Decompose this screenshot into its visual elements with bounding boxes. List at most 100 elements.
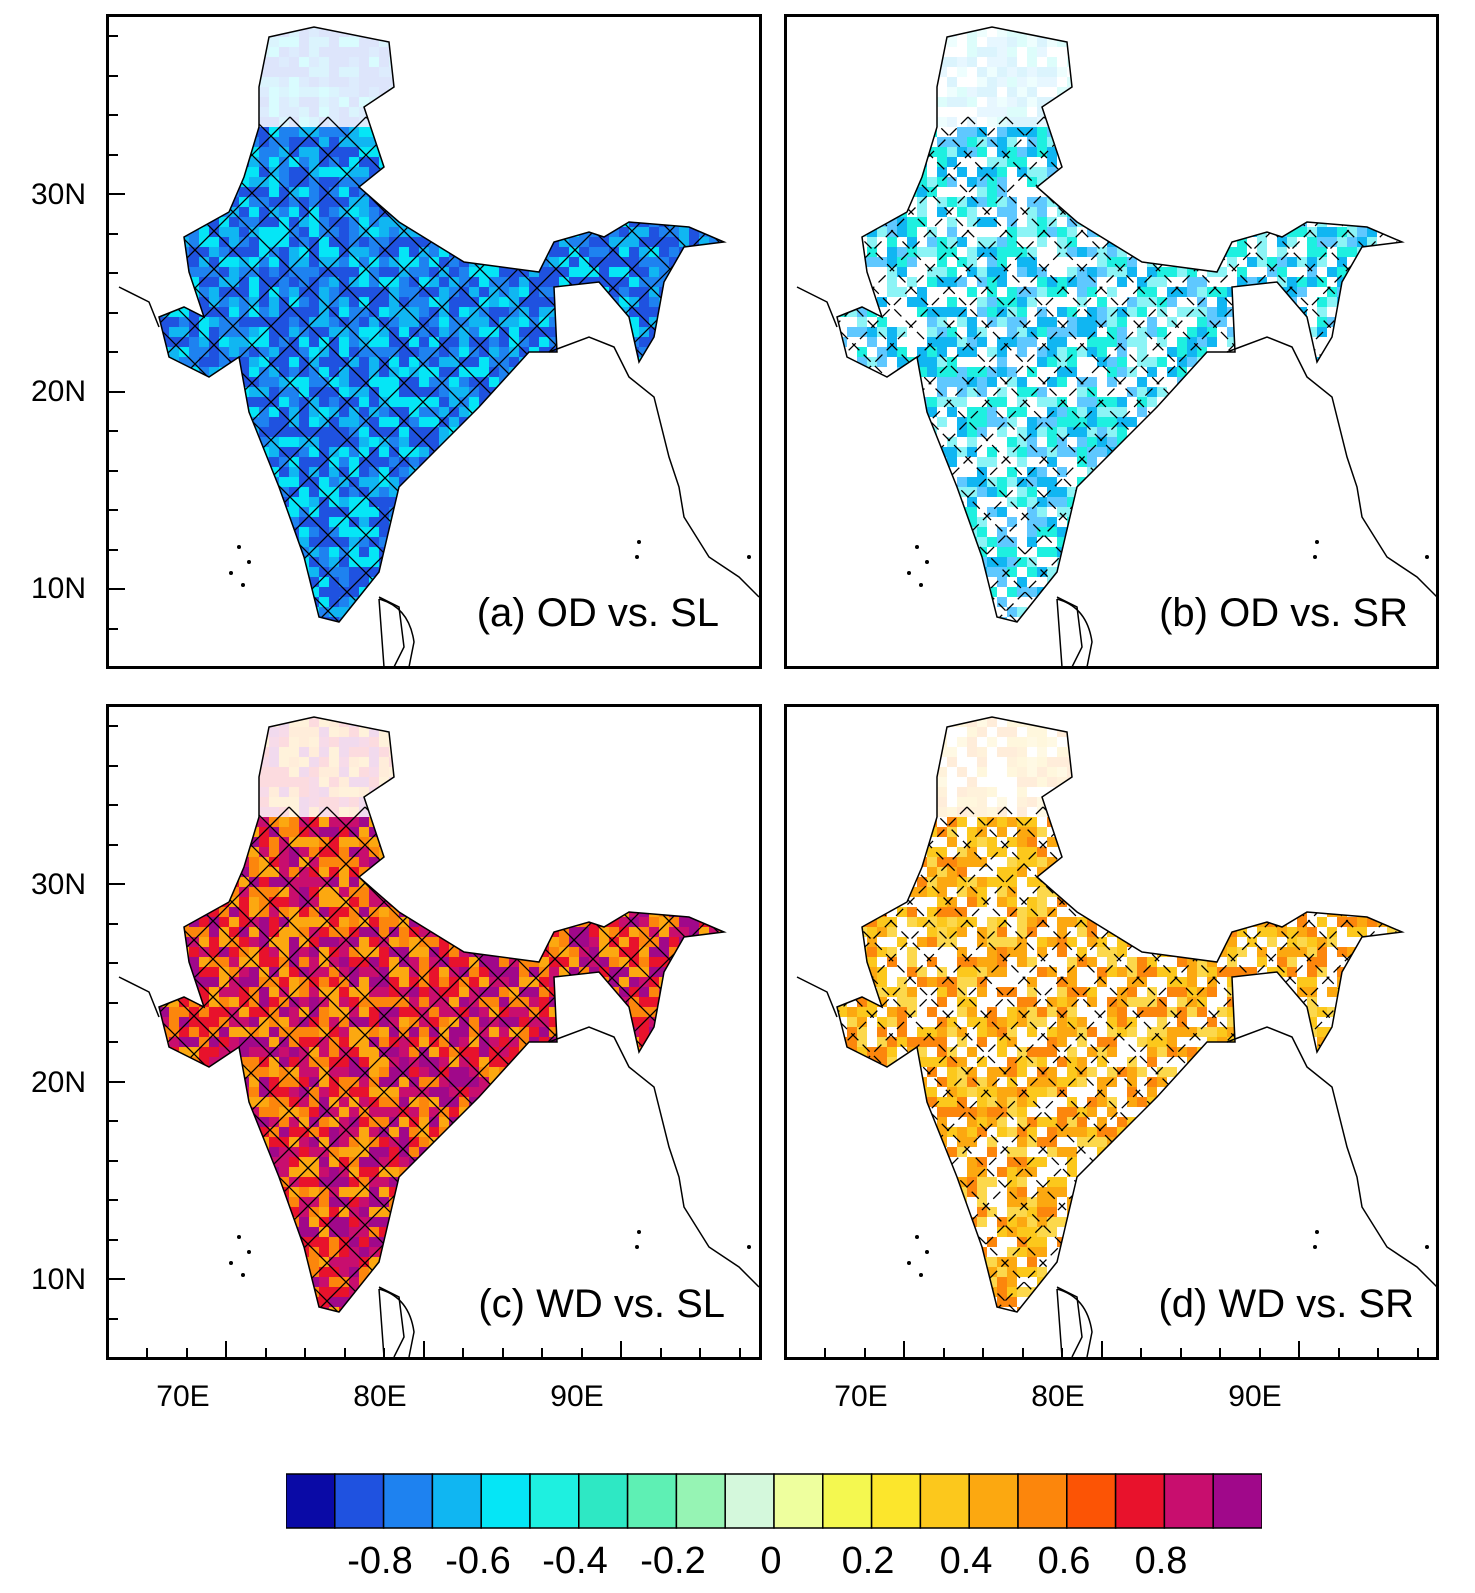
island-d-4 [1315,1230,1319,1234]
lat-tick-0-15 [109,627,118,630]
panel-b: (b) OD vs. SR [784,14,1439,669]
panel-d: (d) WD vs. SR [784,704,1439,1360]
india-map-d [796,716,1436,1357]
island-c-5 [635,1245,639,1249]
colorbar-swatch-19 [1212,1473,1262,1529]
lon-label-70e-right: 70E [834,1380,888,1413]
lon-tick-1-8 [1140,1348,1142,1357]
panel-c-label: (c) WD vs. SL [478,1282,725,1326]
colorbar-label-m02: -0.2 [640,1540,706,1582]
lon-tick-1-9 [1179,1348,1182,1357]
lon-tick-1-14 [1377,1348,1379,1357]
colorbar-swatch-1 [334,1473,385,1529]
lon-tick-0-7 [422,1341,425,1357]
lon-tick-1-15 [1416,1348,1419,1357]
lat-label-20n-bottom: 20N [30,1066,86,1099]
lat-tick-0-10 [109,430,118,432]
lon-tick-0-5 [343,1348,346,1357]
lat-tick-0-6 [109,272,118,274]
lat-tick-1-13 [109,1238,118,1241]
colorbar-swatch-8 [675,1473,726,1529]
lon-tick-0-2 [225,1341,227,1357]
field-c [159,717,724,1312]
lat-tick-1-11 [109,1159,118,1162]
sri-lanka-outline-b [1056,598,1093,666]
country-outline-c [158,716,727,1313]
island-d-5 [1313,1245,1317,1249]
lat-tick-1-6 [109,962,118,964]
colorbar-label-02: 0.2 [841,1540,895,1582]
lat-tick-1-0 [109,725,118,727]
colorbar-swatch-3 [431,1473,482,1529]
island-c-0 [237,1235,241,1239]
lat-tick-1-14 [109,1278,125,1280]
lon-tick-0-15 [738,1348,741,1357]
lon-tick-0-11 [580,1348,583,1357]
lat-tick-0-7 [109,311,118,314]
country-outline-b [836,26,1405,623]
lon-tick-1-5 [1021,1348,1024,1357]
colorbar-swatch-13 [919,1473,970,1529]
lat-tick-0-4 [109,193,125,195]
lon-label-80e-right: 80E [1031,1380,1085,1413]
lat-label-20n-top: 20N [30,375,86,408]
lat-tick-0-3 [109,153,118,156]
colorbar-label-06: 0.6 [1037,1540,1091,1582]
island-c-6 [747,1245,751,1249]
lon-tick-0-10 [541,1348,543,1357]
lon-tick-1-0 [824,1348,826,1357]
island-b-3 [919,583,923,587]
lat-tick-1-3 [109,843,118,846]
lon-tick-0-0 [146,1348,148,1357]
lat-tick-0-2 [109,114,118,116]
lon-label-80e-left: 80E [353,1380,407,1413]
lat-tick-1-7 [109,1001,118,1004]
lon-tick-0-1 [185,1348,188,1357]
colorbar-swatch-0 [286,1473,336,1529]
island-d-2 [907,1261,911,1265]
lat-label-10n-bottom: 10N [30,1263,86,1296]
colorbar-swatch-7 [626,1473,678,1529]
lat-tick-0-13 [109,548,118,551]
island-b-2 [907,571,911,575]
lon-label-90e-right: 90E [1228,1380,1282,1413]
lon-tick-1-7 [1100,1341,1103,1357]
field-a [159,27,724,622]
colorbar-swatch-4 [480,1473,531,1529]
lat-tick-1-12 [109,1199,118,1201]
sri-lanka-outline-a [378,598,415,666]
lon-tick-1-4 [982,1348,984,1357]
colorbar-swatch-12 [870,1473,922,1529]
island-d-3 [919,1273,923,1277]
lon-tick-0-14 [699,1348,701,1357]
colorbar-label-m08: -0.8 [347,1540,413,1582]
lon-tick-1-11 [1258,1348,1261,1357]
lon-tick-0-13 [659,1348,662,1357]
india-map-c [118,716,759,1357]
lat-tick-1-4 [109,883,125,885]
lat-label-30n-bottom: 30N [30,868,86,901]
colorbar-swatch-17 [1114,1473,1166,1529]
lat-tick-1-9 [109,1080,125,1083]
lat-tick-0-14 [109,588,125,590]
lon-tick-0-12 [620,1341,622,1357]
colorbar-swatch-6 [578,1473,629,1529]
island-d-1 [925,1250,929,1254]
colorbar-label-08: 0.8 [1134,1540,1188,1582]
colorbar-swatch-9 [724,1473,775,1529]
colorbar-label-m04: -0.4 [542,1540,608,1582]
country-outline-a [158,26,727,623]
sri-lanka-outline-c [378,1288,415,1357]
lon-tick-1-13 [1337,1348,1340,1357]
lon-tick-1-1 [863,1348,866,1357]
island-d-0 [915,1235,919,1239]
island-a-0 [237,545,241,549]
lat-tick-1-1 [109,764,118,767]
lat-tick-0-0 [109,35,118,37]
lat-tick-1-15 [109,1317,118,1320]
colorbar [286,1473,1262,1529]
field-b [837,27,1402,622]
colorbar-swatch-14 [968,1473,1019,1529]
country-outline-d [836,716,1405,1313]
lat-tick-0-12 [109,509,118,511]
